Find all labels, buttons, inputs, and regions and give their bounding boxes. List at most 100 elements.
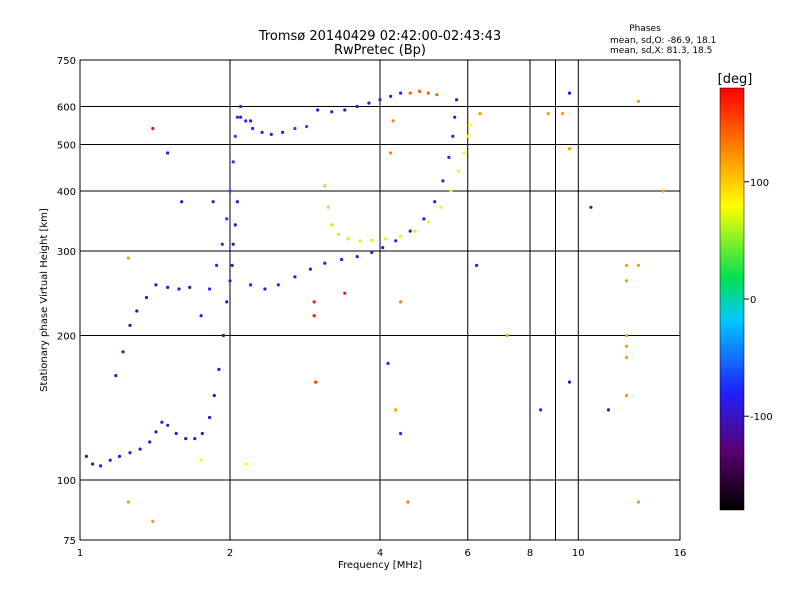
data-point bbox=[166, 151, 170, 155]
data-point bbox=[399, 234, 403, 238]
data-point bbox=[269, 132, 273, 136]
data-point bbox=[399, 91, 403, 95]
data-point bbox=[567, 147, 572, 151]
stats-o-line: mean, sd,O: -86.9, 18.1 bbox=[610, 36, 716, 46]
data-point bbox=[188, 285, 192, 289]
data-point bbox=[199, 314, 203, 318]
data-point bbox=[276, 283, 280, 287]
data-point bbox=[455, 98, 459, 102]
data-point bbox=[154, 283, 158, 287]
data-point bbox=[166, 423, 170, 427]
y-tick-label: 75 bbox=[63, 536, 76, 547]
data-point bbox=[636, 263, 641, 267]
data-point bbox=[383, 237, 387, 241]
data-point bbox=[567, 91, 572, 95]
data-point bbox=[244, 462, 248, 466]
y-axis-ticks: 75 100 200 300 400 500 600 750 bbox=[57, 56, 76, 547]
data-point bbox=[128, 323, 132, 327]
data-point bbox=[193, 437, 197, 441]
data-point bbox=[211, 200, 215, 204]
data-point bbox=[221, 333, 225, 338]
data-point bbox=[661, 189, 665, 193]
data-point bbox=[199, 458, 203, 462]
y-tick-label: 200 bbox=[57, 332, 76, 343]
stats-heading: Phases bbox=[629, 24, 661, 34]
data-point bbox=[235, 115, 239, 119]
data-point bbox=[426, 91, 430, 95]
data-point bbox=[625, 344, 629, 348]
data-point bbox=[546, 112, 550, 116]
data-point bbox=[244, 119, 248, 123]
data-point bbox=[330, 110, 334, 114]
data-point bbox=[316, 108, 320, 112]
data-point bbox=[233, 223, 237, 227]
data-point bbox=[451, 134, 455, 138]
data-point bbox=[225, 300, 229, 304]
colorbar-label: [deg] bbox=[718, 72, 753, 87]
data-point bbox=[160, 420, 164, 424]
data-point bbox=[326, 205, 330, 209]
data-point bbox=[208, 415, 212, 420]
data-point bbox=[151, 126, 155, 131]
data-point bbox=[625, 355, 629, 360]
data-point bbox=[589, 205, 593, 209]
data-point bbox=[314, 380, 318, 384]
data-point bbox=[228, 279, 232, 283]
data-point bbox=[636, 500, 641, 504]
data-point bbox=[251, 126, 255, 131]
data-point bbox=[636, 99, 641, 103]
y-axis-label: Stationary phase Virtual Height [km] bbox=[39, 208, 50, 392]
data-point bbox=[126, 256, 130, 260]
data-point bbox=[154, 430, 158, 434]
data-point bbox=[408, 229, 412, 233]
x-tick-label: 4 bbox=[377, 548, 383, 559]
data-point bbox=[249, 119, 253, 123]
data-point bbox=[212, 393, 216, 398]
data-point bbox=[308, 267, 312, 271]
data-point bbox=[447, 155, 451, 159]
data-point bbox=[336, 232, 340, 236]
data-point bbox=[249, 283, 253, 287]
colorbar-tick-label: 0 bbox=[750, 295, 756, 306]
data-point bbox=[433, 200, 437, 204]
data-point bbox=[126, 500, 130, 504]
data-point bbox=[625, 263, 629, 267]
data-point bbox=[370, 238, 374, 242]
data-point bbox=[231, 242, 235, 246]
data-point bbox=[230, 263, 234, 267]
data-point bbox=[260, 130, 264, 134]
data-point bbox=[435, 93, 439, 97]
data-point bbox=[263, 287, 267, 291]
y-tick-label: 300 bbox=[57, 247, 76, 258]
data-point bbox=[355, 104, 359, 109]
y-tick-label: 100 bbox=[57, 476, 76, 487]
data-point bbox=[225, 217, 229, 221]
stats-x-line: mean, sd,X: 81.3, 18.5 bbox=[610, 46, 712, 56]
data-point bbox=[406, 500, 410, 504]
data-point bbox=[475, 263, 479, 267]
x-tick-label: 8 bbox=[527, 548, 533, 559]
data-point bbox=[235, 200, 239, 204]
data-point bbox=[449, 189, 453, 193]
data-point bbox=[281, 130, 285, 134]
data-point bbox=[367, 101, 371, 105]
data-point bbox=[394, 239, 398, 243]
data-point bbox=[343, 291, 347, 295]
x-axis-ticks: 1 2 4 6 8 10 16 bbox=[77, 548, 687, 559]
data-point bbox=[439, 205, 443, 209]
data-point bbox=[381, 246, 385, 250]
data-point bbox=[99, 464, 103, 468]
data-point bbox=[358, 239, 362, 243]
data-point bbox=[389, 151, 393, 155]
data-point bbox=[625, 393, 629, 398]
data-point bbox=[144, 295, 149, 300]
data-point bbox=[231, 160, 235, 164]
data-point bbox=[174, 431, 178, 436]
data-point bbox=[399, 300, 403, 304]
data-point bbox=[305, 125, 309, 129]
data-point bbox=[567, 380, 572, 384]
data-point bbox=[151, 519, 155, 524]
phase-colorbar bbox=[719, 87, 745, 511]
data-point bbox=[343, 108, 347, 112]
data-point bbox=[462, 151, 466, 155]
